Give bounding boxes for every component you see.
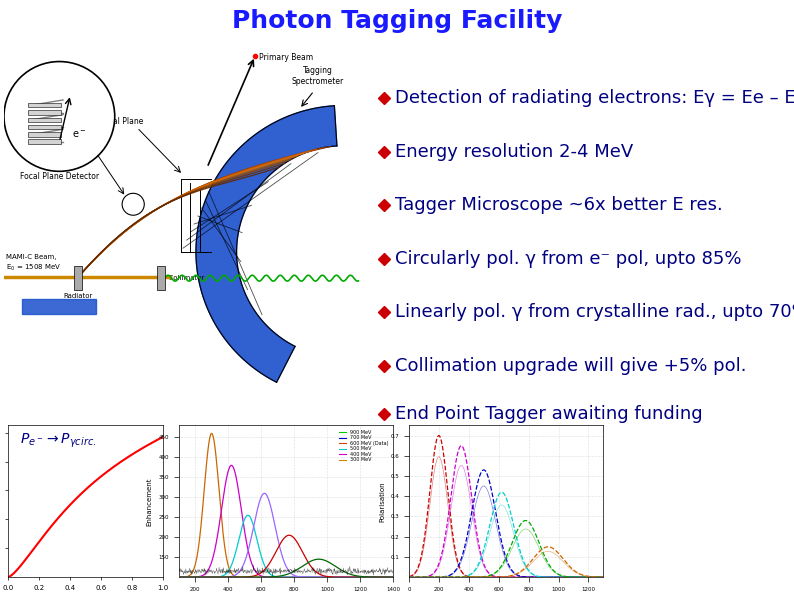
Text: Photon Tagging Facility: Photon Tagging Facility — [232, 9, 562, 33]
Text: End Point Tagger awaiting funding: End Point Tagger awaiting funding — [395, 405, 702, 422]
Y-axis label: Polarisation: Polarisation — [379, 481, 385, 522]
Circle shape — [122, 193, 145, 215]
Legend: 900 MeV, 700 MeV, 600 MeV (Data), 500 MeV, 400 MeV, 300 MeV: 900 MeV, 700 MeV, 600 MeV (Data), 500 Me… — [337, 428, 391, 464]
Text: Focal Plane: Focal Plane — [100, 117, 144, 126]
Text: Tagger Microscope ~6x better E res.: Tagger Microscope ~6x better E res. — [395, 196, 723, 214]
Y-axis label: Enhancement: Enhancement — [147, 477, 153, 525]
Bar — [28, 132, 61, 137]
Text: -Collimator: -Collimator — [167, 275, 205, 281]
Bar — [28, 139, 61, 144]
Text: Radiator: Radiator — [64, 293, 92, 299]
Text: Circularly pol. γ from e⁻ pol, upto 85%: Circularly pol. γ from e⁻ pol, upto 85% — [395, 250, 741, 268]
Polygon shape — [22, 299, 96, 314]
Text: $P_{e^-}{\rightarrow}P_{\gamma circ.}$: $P_{e^-}{\rightarrow}P_{\gamma circ.}$ — [21, 432, 97, 450]
Bar — [157, 267, 164, 290]
Text: Detection of radiating electrons: Eγ = Ee – Ee’: Detection of radiating electrons: Eγ = E… — [395, 89, 794, 107]
Bar — [74, 267, 82, 290]
Polygon shape — [196, 106, 337, 382]
Text: Tagging
Spectrometer: Tagging Spectrometer — [291, 66, 344, 86]
Bar — [28, 125, 61, 129]
Circle shape — [4, 61, 114, 171]
Text: Focal Plane Detector: Focal Plane Detector — [20, 171, 99, 181]
Text: Primary Beam: Primary Beam — [259, 53, 313, 62]
Text: MAMI-C Beam,: MAMI-C Beam, — [6, 254, 56, 260]
Text: Linearly pol. γ from crystalline rad., upto 70%: Linearly pol. γ from crystalline rad., u… — [395, 303, 794, 321]
Bar — [28, 103, 61, 107]
Text: E$_0$ = 1508 MeV: E$_0$ = 1508 MeV — [6, 263, 61, 273]
Bar — [28, 110, 61, 115]
Text: Collimation upgrade will give +5% pol.: Collimation upgrade will give +5% pol. — [395, 357, 746, 375]
Text: e$^-$: e$^-$ — [72, 129, 87, 140]
Text: Energy resolution 2-4 MeV: Energy resolution 2-4 MeV — [395, 143, 633, 161]
Bar — [28, 118, 61, 122]
